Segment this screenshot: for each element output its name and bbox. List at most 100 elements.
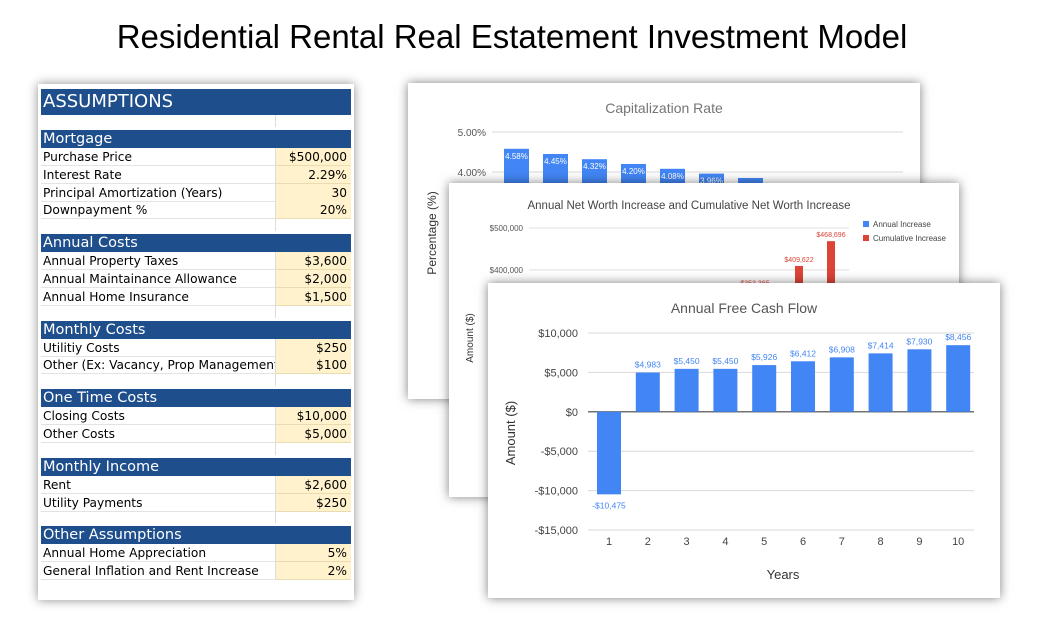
section-header: Annual Costs: [41, 234, 351, 253]
bar: [868, 353, 893, 412]
assumption-row: Other (Ex: Vacancy, Prop Management) $100: [41, 356, 351, 375]
y-tick-label: $0: [566, 407, 578, 419]
bar-data-label: 4.20%: [622, 167, 645, 176]
assumptions-title: ASSUMPTIONS: [41, 89, 351, 115]
assumption-label: Rent: [41, 476, 275, 494]
blank-cell: [275, 442, 351, 455]
page-title: Residential Rental Real Estatement Inves…: [116, 18, 908, 55]
y-tick-label: -$5,000: [541, 446, 578, 458]
assumption-row: Purchase Price $500,000: [41, 148, 351, 166]
bar: [829, 357, 854, 412]
assumption-label: Utility Payments: [41, 494, 275, 512]
bar: [674, 368, 699, 412]
blank-cell: [275, 115, 351, 127]
section-header: Other Assumptions: [41, 526, 351, 545]
bar-data-label: $5,450: [674, 356, 700, 366]
blank-cell: [275, 511, 351, 524]
bar-data-label: 4.58%: [505, 152, 528, 161]
blank-row: [41, 511, 351, 524]
blank-row: [41, 374, 351, 387]
assumption-label: Closing Costs: [41, 407, 275, 426]
assumption-value[interactable]: $10,000: [275, 407, 351, 426]
x-tick-label: 5: [761, 536, 767, 548]
y-tick-label: 5.00%: [458, 128, 486, 139]
assumptions-sheet: ASSUMPTIONS Mortgage Purchase Price $500,00…: [38, 84, 354, 600]
assumption-value[interactable]: $1,500: [275, 287, 351, 306]
bar: [752, 365, 777, 412]
y-tick-label: -$10,000: [535, 486, 578, 498]
bar-data-label: $4,983: [635, 360, 661, 370]
bar-data-label: 4.45%: [544, 157, 567, 166]
assumption-value[interactable]: $5,000: [275, 425, 351, 443]
y-axis-label: Amount ($): [465, 313, 476, 362]
assumption-value[interactable]: $250: [275, 493, 351, 512]
bar: [791, 361, 815, 412]
y-tick-label: $500,000: [490, 224, 524, 233]
assumption-row: Closing Costs $10,000: [41, 407, 351, 426]
assumption-value[interactable]: $2,600: [275, 475, 351, 494]
bar-data-label: $7,930: [906, 336, 932, 346]
assumption-label: Downpayment %: [41, 201, 275, 220]
assumption-value[interactable]: $250: [275, 338, 351, 357]
blank-row: [41, 219, 351, 232]
assumption-label: Annual Home Appreciation: [41, 544, 275, 563]
assumption-row: Annual Maintainance Allowance $2,000: [41, 270, 351, 288]
assumption-row: Rent $2,600: [41, 475, 351, 494]
assumption-value[interactable]: 2%: [275, 562, 351, 581]
blank-row: [41, 305, 351, 318]
bar-data-label: $5,450: [712, 356, 738, 366]
section-header: Monthly Income: [41, 457, 351, 476]
x-axis-label: Years: [767, 567, 800, 582]
x-tick-label: 8: [878, 536, 884, 548]
bar-data-label: $8,456: [945, 332, 971, 342]
x-tick-label: 1: [606, 536, 612, 548]
bar-data-label: -$10,475: [592, 500, 626, 510]
bar-data-label: $6,908: [829, 344, 855, 354]
assumption-value[interactable]: 2.29%: [275, 165, 351, 184]
assumption-row: Downpayment % 20%: [41, 201, 351, 220]
bar-data-label: 4.08%: [661, 172, 684, 181]
assumption-row: Annual Home Appreciation 5%: [41, 544, 351, 563]
assumption-label: Annual Property Taxes: [41, 252, 275, 271]
assumption-label: Annual Maintainance Allowance: [41, 270, 275, 288]
assumption-row: Annual Home Insurance $1,500: [41, 287, 351, 306]
bar: [907, 349, 932, 412]
bar: [946, 345, 971, 412]
assumption-row: Other Costs $5,000: [41, 425, 351, 443]
assumption-value[interactable]: 5%: [275, 544, 351, 563]
chart-title: Capitalization Rate: [605, 100, 723, 116]
bar-data-label: $6,412: [790, 348, 816, 358]
x-tick-label: 9: [916, 536, 922, 548]
assumption-value[interactable]: $100: [275, 356, 351, 375]
assumption-label: Annual Home Insurance: [41, 288, 275, 306]
x-tick-label: 3: [684, 536, 690, 548]
assumption-label: General Inflation and Rent Increase: [41, 562, 275, 581]
bar: [635, 372, 660, 412]
free-cash-flow-svg: Annual Free Cash Flow $10,000 $5,000 $0 -$5,…: [503, 300, 974, 582]
chart-title: Annual Net Worth Increase and Cumulative…: [527, 200, 850, 212]
assumption-value[interactable]: 30: [275, 183, 351, 202]
assumption-label: Other (Ex: Vacancy, Prop Management): [41, 358, 275, 375]
assumption-value[interactable]: $3,600: [275, 252, 351, 271]
chart-title: Annual Free Cash Flow: [671, 300, 818, 316]
bar: [597, 411, 621, 495]
assumption-row: General Inflation and Rent Increase 2%: [41, 562, 351, 581]
y-tick-label: -$15,000: [535, 525, 578, 537]
assumption-label: Utilitiy Costs: [41, 339, 275, 357]
legend-swatch: [863, 221, 869, 227]
legend-swatch: [863, 235, 869, 241]
blank-row: [41, 115, 351, 127]
assumption-value[interactable]: $2,000: [275, 270, 351, 288]
x-tick-label: 4: [722, 536, 728, 548]
y-tick-label: 4.00%: [458, 168, 486, 179]
assumption-row: Annual Property Taxes $3,600: [41, 252, 351, 271]
assumption-label: Principal Amortization (Years): [41, 184, 275, 202]
assumption-value[interactable]: $500,000: [275, 148, 351, 166]
assumption-value[interactable]: 20%: [275, 201, 351, 220]
assumption-label: Purchase Price: [41, 148, 275, 166]
y-tick-label: $5,000: [544, 367, 578, 379]
y-tick-label: $10,000: [538, 328, 578, 340]
section-header: Mortgage: [41, 130, 351, 148]
bar-data-label: $7,414: [868, 340, 894, 350]
assumption-label: Other Costs: [41, 425, 275, 443]
